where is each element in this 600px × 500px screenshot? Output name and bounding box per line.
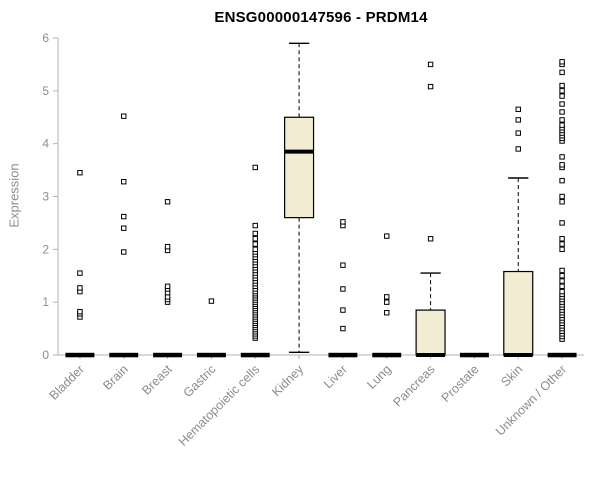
y-tick-label: 5 — [42, 84, 49, 98]
outlier-point — [77, 285, 83, 291]
outlier-point — [252, 164, 258, 171]
outlier-point — [340, 307, 346, 313]
outlier-point — [77, 170, 83, 176]
outlier-point — [340, 325, 346, 332]
outlier-point — [559, 69, 565, 76]
outlier-point — [252, 236, 258, 242]
outlier-point — [559, 93, 565, 99]
outlier-point — [559, 273, 565, 279]
outlier-point — [384, 299, 390, 305]
collapsed-box-breast — [153, 352, 183, 358]
outlier-point — [559, 288, 565, 295]
y-tick-label: 1 — [42, 295, 49, 309]
outlier-point — [515, 146, 521, 152]
outlier-point — [559, 193, 565, 200]
x-category-label: Kidney — [269, 362, 306, 399]
collapsed-box-liver — [328, 352, 358, 358]
outlier-point — [252, 246, 258, 253]
outlier-point — [121, 113, 127, 119]
outlier-point — [427, 61, 434, 68]
outlier-point — [340, 262, 346, 268]
collapsed-box-unknown-other — [547, 352, 577, 358]
x-category-label: Pancreas — [390, 362, 437, 409]
outlier-point — [384, 294, 390, 300]
outlier-point — [559, 162, 565, 168]
outlier-point — [340, 286, 346, 292]
outlier-point — [559, 220, 565, 226]
x-category-label: Skin — [498, 362, 525, 389]
outlier-point — [559, 122, 565, 128]
outlier-point — [559, 177, 565, 184]
x-category-label: Lung — [364, 362, 394, 392]
outlier-point — [121, 249, 127, 255]
outlier-point — [559, 236, 565, 242]
outlier-point — [559, 278, 565, 284]
outlier-point — [559, 199, 565, 205]
outlier-point — [77, 308, 83, 315]
outlier-point — [384, 310, 390, 316]
x-category-label: Brain — [100, 362, 131, 393]
outlier-point — [208, 298, 215, 304]
outlier-point — [121, 225, 127, 231]
outlier-point — [121, 179, 127, 185]
outlier-point — [77, 270, 83, 276]
outlier-point — [384, 233, 390, 239]
x-category-label: Hematopoietic cells — [176, 362, 263, 449]
x-category-label: Breast — [139, 362, 175, 398]
collapsed-box-gastric — [196, 352, 226, 358]
x-category-label: Liver — [321, 362, 350, 391]
y-tick-label: 3 — [42, 190, 49, 204]
collapsed-box-lung — [372, 352, 402, 358]
x-category-label: Prostate — [439, 362, 482, 405]
outlier-point — [515, 106, 521, 113]
chart-title: ENSG00000147596 - PRDM14 — [214, 9, 428, 26]
box-kidney — [284, 116, 315, 219]
collapsed-box-bladder — [65, 352, 95, 358]
outlier-point — [427, 236, 434, 242]
outlier-point — [559, 88, 565, 94]
outlier-point — [559, 101, 565, 107]
outlier-point — [164, 199, 171, 205]
outlier-point — [340, 219, 346, 225]
y-tick-label: 2 — [42, 242, 49, 256]
outlier-point — [559, 59, 565, 65]
outlier-point — [515, 117, 521, 123]
outlier-point — [559, 154, 565, 160]
x-category-label: Gastric — [181, 362, 219, 400]
outlier-point — [559, 109, 565, 115]
y-tick-label: 0 — [42, 348, 49, 362]
box-pancreas — [415, 309, 446, 356]
outlier-point — [515, 130, 521, 136]
collapsed-box-prostate — [459, 352, 489, 358]
outlier-point — [559, 82, 565, 89]
x-category-label: Bladder — [47, 362, 87, 402]
outlier-point — [559, 267, 565, 274]
outlier-point — [559, 283, 565, 290]
outlier-point — [427, 83, 434, 90]
outlier-point — [559, 117, 565, 123]
collapsed-box-hematopoietic-cells — [240, 352, 270, 358]
box-skin — [503, 270, 534, 356]
outlier-point — [252, 230, 258, 237]
outlier-point — [252, 222, 258, 229]
collapsed-box-brain — [109, 352, 139, 358]
outlier-point — [252, 241, 258, 247]
outlier-point — [164, 283, 171, 290]
y-tick-label: 6 — [42, 31, 49, 45]
outlier-point — [121, 213, 127, 220]
outlier-point — [164, 243, 171, 250]
y-tick-label: 4 — [42, 137, 49, 151]
outlier-point — [559, 246, 565, 253]
outlier-point — [559, 241, 565, 247]
